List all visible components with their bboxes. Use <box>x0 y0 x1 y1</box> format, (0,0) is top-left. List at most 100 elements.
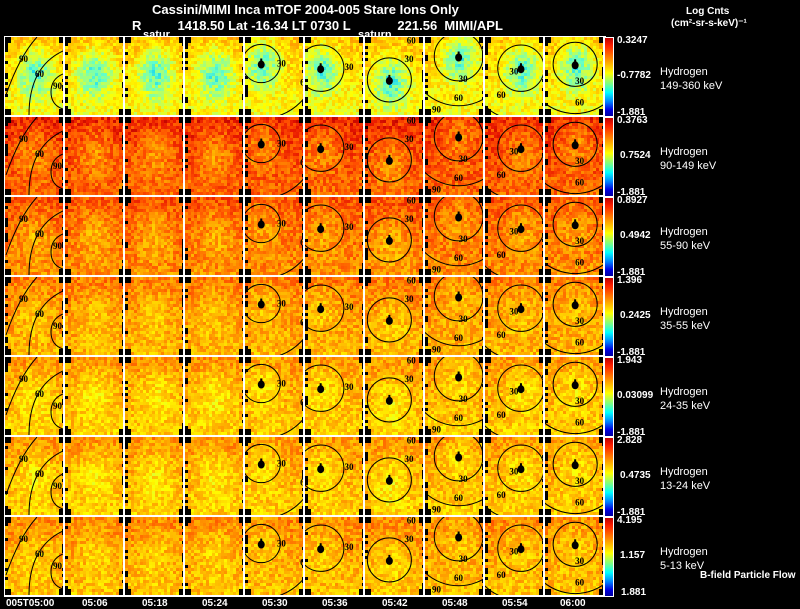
colorbar-units-label: Log Cnts <box>686 6 730 17</box>
contour-label: 60 <box>497 410 507 420</box>
contour-label: 60 <box>300 157 303 167</box>
contour-overlay <box>65 37 123 115</box>
heatmap-pixels <box>245 357 303 435</box>
image-panel: 30 60 <box>245 437 303 515</box>
contour-label: 90 <box>432 505 442 515</box>
saturn-marker <box>257 460 265 469</box>
spin-axis-marker <box>388 234 391 238</box>
contour-label: 30 <box>509 66 519 76</box>
contour-label: 60 <box>454 333 464 343</box>
contour-line <box>365 197 423 275</box>
heatmap-pixels <box>125 277 183 355</box>
image-panel: 30 60 <box>545 357 603 435</box>
contour-line <box>50 473 63 510</box>
spin-axis-marker <box>457 211 460 215</box>
time-tick-label: 05:18 <box>142 598 168 609</box>
image-panel <box>125 37 183 115</box>
contour-overlay <box>185 357 243 435</box>
contour-line <box>545 182 603 195</box>
colorbar <box>605 277 614 357</box>
image-panel: 30 60 <box>365 437 423 515</box>
contour-overlay: 30 60 90 <box>425 437 483 515</box>
contour-line <box>28 370 63 435</box>
spin-axis-marker <box>260 378 263 382</box>
contour-line <box>50 553 63 590</box>
saturn-marker <box>385 76 393 85</box>
contour-line <box>497 44 543 92</box>
spin-axis-marker <box>319 463 322 467</box>
image-grid: 90 60 90 30 60 30 30 60 30 60 90 30 60 30 60 90 60 90 30 60… <box>4 36 606 597</box>
saturn-marker <box>571 381 579 390</box>
heatmap-pixels <box>485 197 543 275</box>
heatmap-pixels <box>245 117 303 195</box>
energy-range-label: 13-24 keV <box>660 480 711 492</box>
contour-label: 30 <box>459 554 469 564</box>
spin-axis-marker <box>457 51 460 55</box>
saturn-marker <box>571 61 579 70</box>
contour-label: 60 <box>300 77 303 87</box>
contour-line <box>552 41 598 87</box>
image-panel: 30 60 90 <box>425 357 483 435</box>
contour-overlay: 30 <box>305 444 354 492</box>
colorbar-mid: 0.7524 <box>620 150 651 161</box>
contour-overlay <box>65 357 123 435</box>
contour-overlay <box>185 197 243 275</box>
contour-line <box>305 124 345 172</box>
spin-axis-marker <box>574 139 577 143</box>
contour-label: 30 <box>459 74 469 84</box>
colorbar <box>605 117 614 197</box>
contour-label: 30 <box>404 454 414 464</box>
image-panel: 30 60 <box>365 37 423 115</box>
contour-line <box>366 537 412 583</box>
saturn-marker <box>317 385 325 394</box>
contour-line <box>28 290 63 355</box>
heatmap-pixels <box>365 117 423 195</box>
contour-overlay: 30 60 <box>485 524 543 595</box>
image-panel <box>185 437 243 515</box>
contour-line <box>365 517 423 595</box>
contour-line <box>545 502 603 515</box>
contour-label: 30 <box>509 466 519 476</box>
contour-line <box>245 43 281 84</box>
contour-label: 90 <box>53 241 63 251</box>
colorbar-mid: 0.03099 <box>617 390 654 401</box>
heatmap-pixels <box>125 517 183 595</box>
time-tick-label: 05:48 <box>442 598 468 609</box>
saturn-marker <box>571 461 579 470</box>
contour-label: 60 <box>407 437 417 445</box>
energy-range-label: 5-13 keV <box>660 560 705 572</box>
species-label: Hydrogen <box>660 226 708 238</box>
image-panel <box>185 357 243 435</box>
saturn-marker <box>517 545 525 554</box>
contour-label: 60 <box>300 317 303 327</box>
image-panel: 90 60 90 <box>5 437 63 515</box>
contour-overlay: 30 60 <box>366 37 416 103</box>
time-tick-label: 05:54 <box>502 598 528 609</box>
contour-label: 60 <box>407 117 417 125</box>
saturn-marker <box>257 220 265 229</box>
heatmap-pixels <box>485 437 543 515</box>
contour-line <box>28 530 63 595</box>
contour-line <box>28 130 63 195</box>
contour-label: 60 <box>454 573 464 583</box>
spin-axis-marker <box>260 458 263 462</box>
contour-label: 90 <box>53 481 63 491</box>
contour-label: 90 <box>53 401 63 411</box>
image-panel <box>185 277 243 355</box>
contour-overlay <box>185 277 243 355</box>
image-panel: 30 <box>305 37 363 115</box>
contour-label: 30 <box>404 294 414 304</box>
image-panel <box>125 197 183 275</box>
contour-line <box>365 437 423 515</box>
image-panel: 30 60 <box>485 117 543 195</box>
heatmap-pixels <box>65 437 123 515</box>
contour-overlay: 30 <box>305 124 354 172</box>
contour-label: 30 <box>575 156 585 166</box>
image-panel: 30 60 90 <box>425 437 483 515</box>
saturn-marker <box>455 213 463 222</box>
image-panel: 30 60 90 <box>425 197 483 275</box>
spin-axis-marker <box>457 131 460 135</box>
image-panel: 90 60 90 <box>5 517 63 595</box>
colorbar <box>605 197 614 277</box>
contour-overlay: 30 60 <box>485 364 543 435</box>
